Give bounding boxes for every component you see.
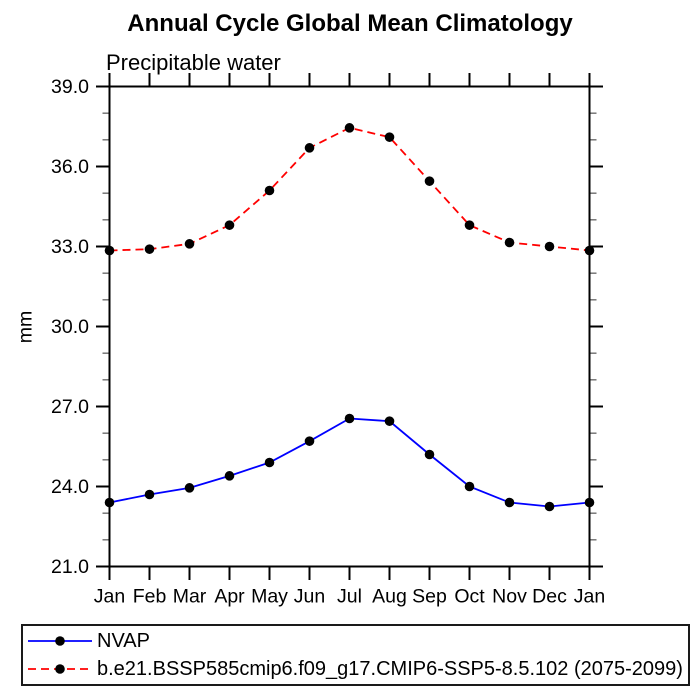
legend-line-sample <box>28 636 92 646</box>
data-point <box>144 489 155 500</box>
data-point <box>144 244 155 254</box>
x-axis-tick-label: Jul <box>337 586 362 608</box>
data-point <box>504 237 515 248</box>
data-point <box>464 481 475 492</box>
data-point <box>224 220 235 230</box>
plot-frame <box>108 85 591 568</box>
data-point <box>384 416 395 426</box>
y-axis-tick-label: 24.0 <box>51 476 89 498</box>
series-line-0 <box>109 417 590 508</box>
y-axis-tick-label: 30.0 <box>51 316 89 338</box>
legend-marker <box>55 636 65 646</box>
x-axis-tick-label: May <box>251 586 288 608</box>
y-axis-tick-label: 27.0 <box>51 396 89 418</box>
y-axis-tick-label: 33.0 <box>51 236 89 258</box>
data-point <box>104 245 115 256</box>
data-point <box>424 176 435 186</box>
data-point <box>544 501 555 512</box>
data-point <box>104 497 115 508</box>
data-point <box>584 245 595 256</box>
x-axis-tick-label: Oct <box>454 586 485 608</box>
x-axis-tick-label: Feb <box>133 586 167 608</box>
x-axis-tick-label: Nov <box>492 586 527 608</box>
series-line-1 <box>109 126 590 252</box>
data-point <box>424 449 435 460</box>
data-point <box>464 220 475 230</box>
legend-item: b.e21.BSSP585cmip6.f09_g17.CMIP6-SSP5-8.… <box>28 655 688 683</box>
data-point <box>344 123 355 133</box>
legend-label: b.e21.BSSP585cmip6.f09_g17.CMIP6-SSP5-8.… <box>97 657 683 680</box>
y-axis-tick-label: 21.0 <box>51 556 89 578</box>
chart-title: Annual Cycle Global Mean Climatology <box>127 10 573 37</box>
legend-label: NVAP <box>97 629 150 652</box>
x-axis-tick-label: Sep <box>412 586 447 608</box>
x-axis-tick-label: Dec <box>532 586 567 608</box>
data-point <box>304 436 315 446</box>
data-point <box>544 241 555 252</box>
x-axis-tick-label: Jun <box>294 586 325 608</box>
y-axis-title: mm <box>15 311 37 344</box>
y-axis-tick-label: 39.0 <box>51 76 89 98</box>
data-point <box>344 413 355 424</box>
x-axis-tick-label: Apr <box>214 586 245 608</box>
legend-line-sample <box>28 664 92 674</box>
legend-box: NVAP b.e21.BSSP585cmip6.f09_g17.CMIP6-SSP… <box>21 624 690 686</box>
data-point <box>584 497 595 508</box>
x-axis-tick-label: Mar <box>173 586 207 608</box>
y-axis-tick-label: 36.0 <box>51 156 89 178</box>
x-axis-tick-label: Jan <box>574 586 605 608</box>
legend-item: NVAP <box>28 627 688 655</box>
x-axis-tick-label: Jan <box>94 586 125 608</box>
data-point <box>504 497 515 508</box>
data-point <box>184 239 195 249</box>
data-point <box>304 143 315 153</box>
chart-subtitle: Precipitable water <box>106 50 281 75</box>
data-point <box>264 457 275 468</box>
data-point <box>184 483 195 493</box>
data-point <box>224 471 235 481</box>
x-axis-tick-label: Aug <box>372 586 407 608</box>
data-point <box>264 185 275 196</box>
data-point <box>384 132 395 142</box>
legend-marker <box>55 664 65 674</box>
